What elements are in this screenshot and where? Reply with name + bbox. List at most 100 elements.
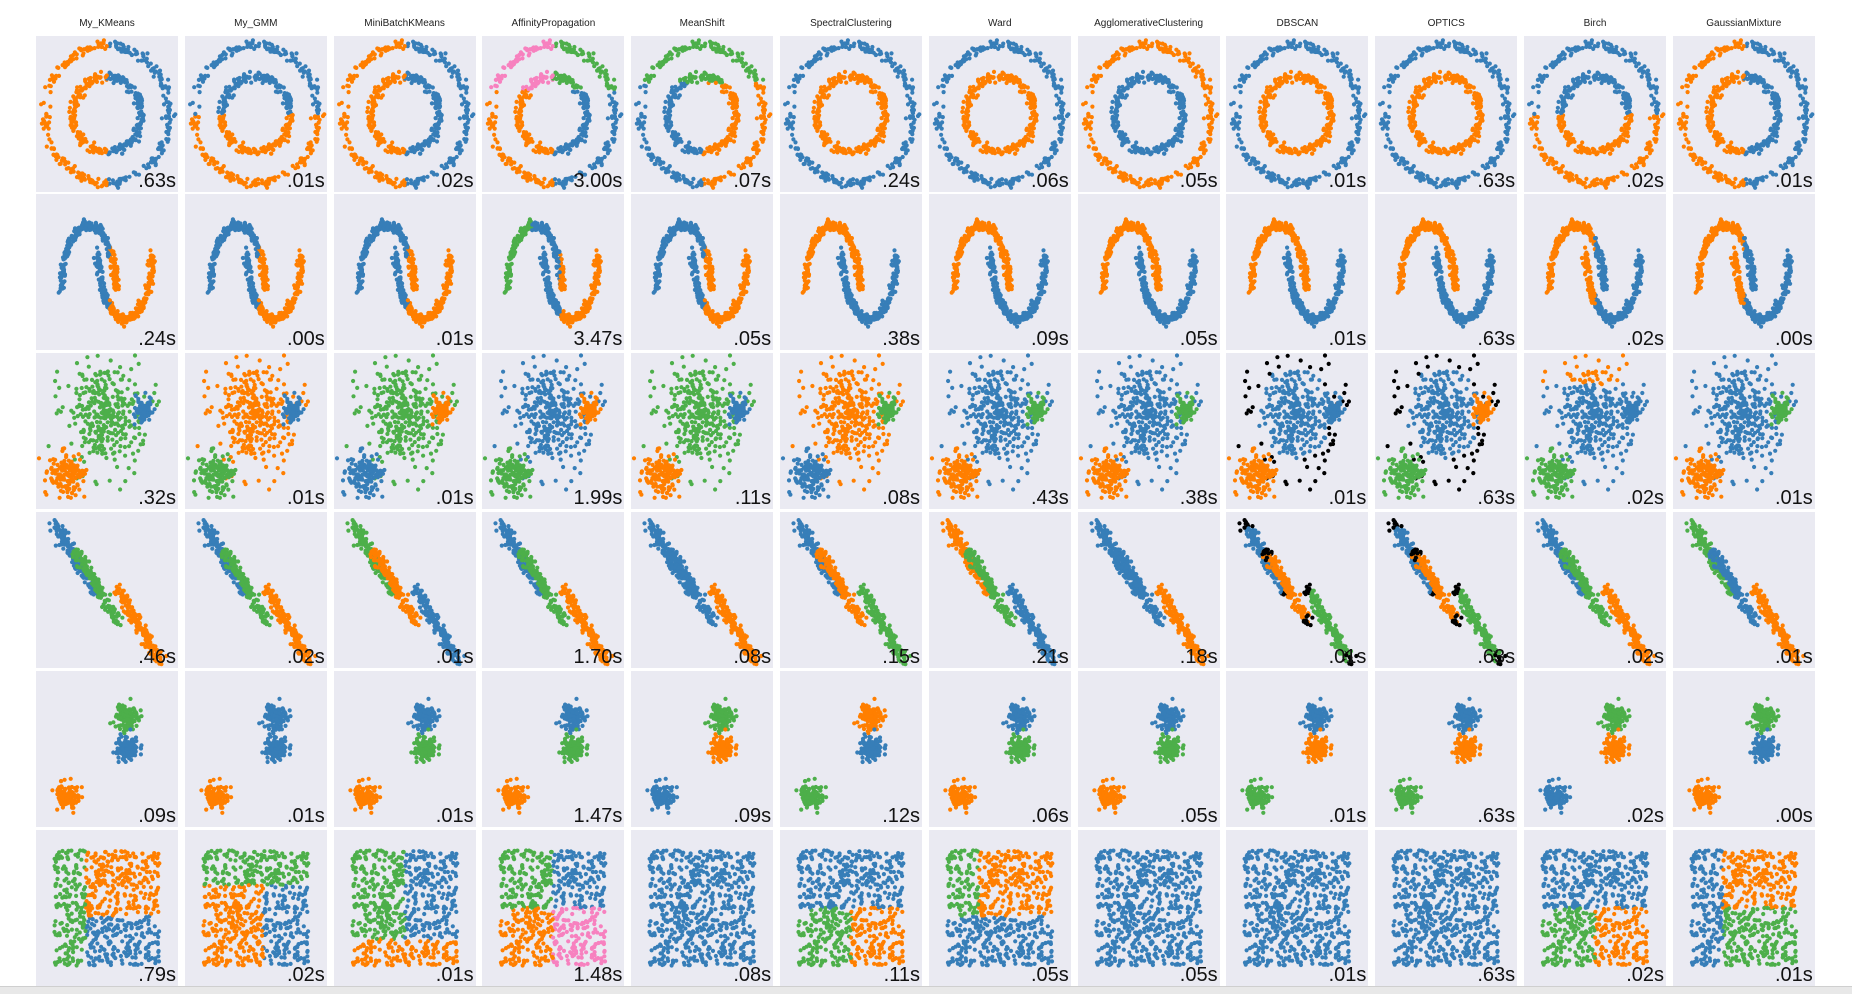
data-point [1086,145,1090,149]
data-point [269,152,273,156]
data-point [88,45,92,49]
data-point [848,75,852,79]
data-point [345,78,349,82]
data-point [1128,177,1132,181]
data-point [584,130,588,134]
data-point [1014,46,1018,50]
data-point [1060,121,1064,125]
data-point [285,96,289,100]
data-point [1173,127,1177,131]
data-point [1163,143,1167,147]
data-point [1205,97,1209,101]
data-point [956,162,960,166]
data-point [759,97,763,101]
data-point [840,177,844,181]
data-point [518,53,522,57]
data-point [732,139,736,143]
data-point [555,72,559,76]
data-point [1142,81,1146,85]
data-point [498,146,502,150]
data-point [313,97,317,101]
data-point [239,80,243,84]
data-point [910,78,914,82]
data-point [819,175,823,179]
data-point [848,147,852,151]
data-point [1115,97,1119,101]
data-point [1046,163,1050,167]
timing-label: .01s [287,171,325,191]
data-point [1028,116,1032,120]
data-point [519,125,523,129]
data-point [1141,45,1145,49]
data-point [217,115,221,119]
data-point [1121,172,1125,176]
data-point [1040,165,1044,169]
data-point [791,137,795,141]
data-point [376,143,380,147]
data-point [889,51,893,55]
data-point [287,134,291,138]
data-point [456,78,460,82]
data-point [302,163,306,167]
data-point [563,73,567,77]
data-point [700,181,704,185]
data-point [818,104,822,108]
data-point [709,77,713,81]
data-point [125,140,129,144]
data-point [96,177,100,181]
data-point [298,69,302,73]
data-point [735,105,739,109]
data-point [668,125,672,129]
data-point [68,106,72,110]
data-point [967,120,971,124]
data-point [710,180,714,184]
data-point [256,177,260,181]
data-point [720,78,724,82]
data-point [286,123,290,127]
data-point [241,140,245,144]
data-point [466,102,470,106]
data-point [420,148,424,152]
data-point [133,85,137,89]
data-point [153,71,157,75]
data-point [69,115,73,119]
data-point [495,84,499,88]
data-point [137,111,141,115]
data-point [576,90,580,94]
data-point [957,167,961,171]
data-point [1009,186,1013,190]
data-point [961,60,965,64]
data-point [437,105,441,109]
data-point [539,46,543,50]
data-point [82,47,86,51]
data-point [132,170,136,174]
data-point [906,148,910,152]
data-point [63,162,67,166]
data-point [1100,162,1104,166]
scatter-plot [929,36,1071,192]
data-point [610,97,614,101]
data-point [166,78,170,82]
scatter-plot [1078,36,1220,192]
data-point [274,140,278,144]
column-title-meanshift: MeanShift [630,18,774,29]
data-point [647,146,651,150]
data-point [136,96,140,100]
data-point [109,72,113,76]
data-point [949,155,953,159]
data-point [1157,180,1161,184]
data-point [125,90,129,94]
data-point [843,75,847,79]
data-point [1156,44,1160,48]
data-point [99,75,103,79]
data-point [685,80,689,84]
data-point [736,52,740,56]
data-point [200,146,204,150]
data-point [673,93,677,97]
data-point [140,105,144,109]
data-point [709,150,713,154]
data-point [288,59,292,63]
data-point [666,129,670,133]
data-point [1098,155,1102,159]
data-point [587,52,591,56]
